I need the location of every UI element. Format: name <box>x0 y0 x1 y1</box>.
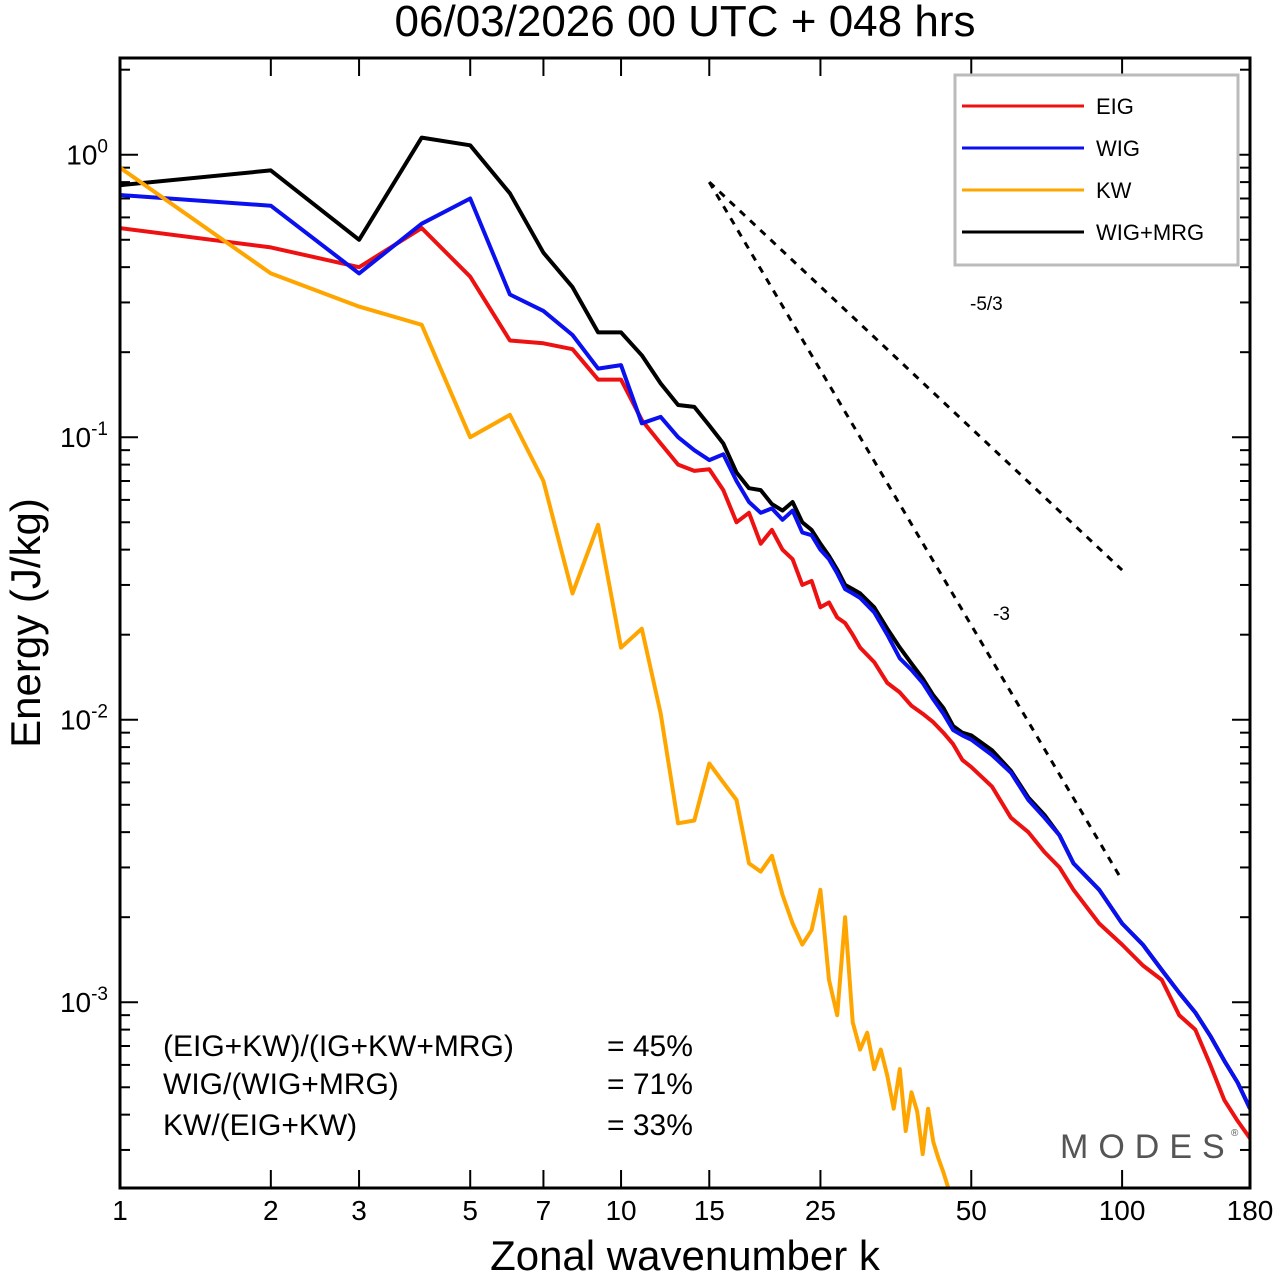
y-axis-title: Energy (J/kg) <box>2 498 49 748</box>
x-tick-label: 10 <box>605 1195 636 1226</box>
axis-tick-labels: 1 2 3 5 7 10 15 25 50 100 180 100 10-1 10-2 10-3 <box>60 137 1273 1226</box>
plot-frame <box>118 56 1252 1190</box>
ratio-label-1: (EIG+KW)/(IG+KW+MRG) <box>163 1030 514 1063</box>
x-tick-label: 7 <box>536 1195 552 1226</box>
registered-mark: ® <box>1231 1128 1239 1139</box>
y-tick-label: 10-3 <box>60 984 108 1018</box>
reference-slope-line <box>707 181 1124 882</box>
ratio-value-1: = 45% <box>607 1030 693 1063</box>
slope-label-minus-three: -3 <box>993 604 1010 625</box>
ratio-label-3: KW/(EIG+KW) <box>163 1109 357 1142</box>
x-tick-label: 15 <box>694 1195 725 1226</box>
x-tick-label: 100 <box>1099 1195 1146 1226</box>
legend-label-kw: KW <box>1096 178 1132 203</box>
legend-label-eig: EIG <box>1096 94 1134 119</box>
x-tick-label: 5 <box>462 1195 478 1226</box>
y-tick-label: 100 <box>66 137 108 171</box>
x-tick-label: 3 <box>351 1195 367 1226</box>
x-tick-label: 50 <box>956 1195 987 1226</box>
x-tick-label: 180 <box>1227 1195 1274 1226</box>
x-tick-label: 2 <box>263 1195 279 1226</box>
y-tick-label: 10-2 <box>60 702 108 736</box>
reference-slope-lines <box>707 181 1124 882</box>
chart-title: 06/03/2026 00 UTC + 048 hrs <box>395 0 976 46</box>
ratio-annotations: (EIG+KW)/(IG+KW+MRG) = 45% WIG/(WIG+MRG)… <box>163 1030 693 1142</box>
ratio-value-2: = 71% <box>607 1068 693 1101</box>
x-axis-title: Zonal wavenumber k <box>490 1232 881 1279</box>
ratio-value-3: = 33% <box>607 1109 693 1142</box>
slope-label-minus-five-thirds: -5/3 <box>970 294 1003 315</box>
legend: EIG WIG KW WIG+MRG <box>953 73 1240 267</box>
modes-watermark: MODES <box>1060 1128 1235 1166</box>
legend-label-wig-mrg: WIG+MRG <box>1096 220 1204 245</box>
x-tick-label: 1 <box>112 1195 128 1226</box>
y-tick-label: 10-1 <box>60 419 108 453</box>
series-line-wig <box>120 193 1250 1110</box>
x-tick-label: 25 <box>805 1195 836 1226</box>
legend-label-wig: WIG <box>1096 136 1140 161</box>
reference-slope-line <box>708 181 1124 572</box>
series-line-kw <box>120 166 951 1188</box>
data-series <box>120 135 1250 1188</box>
ratio-label-2: WIG/(WIG+MRG) <box>163 1068 399 1101</box>
series-line-eig <box>120 226 1250 1140</box>
